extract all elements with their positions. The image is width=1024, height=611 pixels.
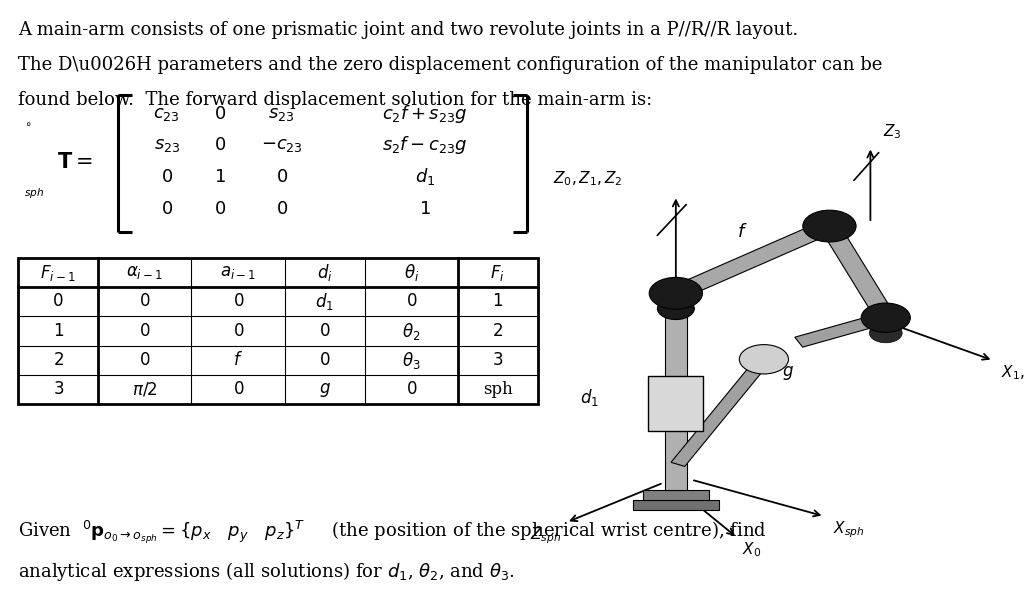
Text: $0$: $0$	[275, 200, 288, 218]
Text: $0$: $0$	[52, 293, 63, 310]
Text: $Z_{sph}$: $Z_{sph}$	[530, 525, 561, 546]
Bar	[643, 490, 709, 502]
Circle shape	[649, 277, 702, 309]
Text: $0$: $0$	[406, 293, 417, 310]
Text: $0$: $0$	[139, 352, 151, 369]
Text: $0$: $0$	[214, 200, 226, 218]
Text: $0$: $0$	[232, 293, 244, 310]
Text: $1$: $1$	[52, 323, 63, 340]
Text: $F_i$: $F_i$	[490, 263, 505, 282]
Text: $X_{sph}$: $X_{sph}$	[833, 519, 864, 540]
Text: $0$: $0$	[406, 381, 417, 398]
Text: $0$: $0$	[214, 105, 226, 123]
Text: $0$: $0$	[139, 293, 151, 310]
Text: sph: sph	[483, 381, 513, 398]
Polygon shape	[671, 357, 771, 466]
Text: $g$: $g$	[782, 364, 795, 382]
Text: $d_1$: $d_1$	[581, 387, 599, 408]
Bar	[648, 376, 703, 431]
Text: $1$: $1$	[214, 167, 226, 186]
Text: $d_1$: $d_1$	[315, 291, 334, 312]
Text: $d_1$: $d_1$	[415, 166, 435, 187]
Text: $0$: $0$	[319, 323, 331, 340]
Polygon shape	[820, 224, 895, 320]
Text: $\theta_2$: $\theta_2$	[402, 321, 421, 342]
Text: $2$: $2$	[52, 352, 63, 369]
Bar	[18, 258, 538, 404]
Text: $F_{i-1}$: $F_{i-1}$	[41, 263, 76, 282]
Text: $1$: $1$	[419, 200, 431, 218]
Text: $s_{23}$: $s_{23}$	[268, 105, 295, 123]
Text: $X_0$: $X_0$	[742, 541, 762, 560]
Text: $0$: $0$	[232, 381, 244, 398]
Text: analytical expressions (all solutions) for $d_1$, $\theta_2$, and $\theta_3$.: analytical expressions (all solutions) f…	[18, 560, 515, 583]
Circle shape	[861, 303, 910, 332]
Text: The D\u0026H parameters and the zero displacement configuration of the manipulat: The D\u0026H parameters and the zero dis…	[18, 56, 883, 74]
Text: $a_{i-1}$: $a_{i-1}$	[220, 264, 256, 281]
Text: $-c_{23}$: $-c_{23}$	[261, 136, 302, 155]
Text: $\mathbf{T} =$: $\mathbf{T} =$	[57, 152, 93, 172]
Circle shape	[869, 323, 902, 343]
Text: $X_1, X_2, X_3$: $X_1, X_2, X_3$	[1001, 364, 1024, 382]
Text: $\theta_3$: $\theta_3$	[402, 350, 421, 371]
Text: $Z_0, Z_1, Z_2$: $Z_0, Z_1, Z_2$	[553, 169, 623, 188]
Text: Given  ${}^{0}\mathbf{p}_{o_0 \rightarrow o_{sph}} = \{p_x \quad p_y \quad p_z\}: Given ${}^{0}\mathbf{p}_{o_0 \rightarrow…	[18, 519, 767, 546]
Circle shape	[657, 298, 694, 320]
Text: $\pi/2$: $\pi/2$	[132, 381, 158, 399]
Text: $g$: $g$	[318, 381, 331, 399]
Text: $\theta_i$: $\theta_i$	[403, 262, 419, 283]
Text: $Z_3$: $Z_3$	[883, 122, 901, 141]
Circle shape	[739, 345, 788, 374]
Text: $0$: $0$	[275, 167, 288, 186]
Text: $0$: $0$	[161, 200, 173, 218]
Text: $^{\circ}$: $^{\circ}$	[24, 120, 31, 137]
Text: $0$: $0$	[161, 167, 173, 186]
Text: $f$: $f$	[233, 351, 244, 370]
Text: $d_i$: $d_i$	[316, 262, 333, 283]
Polygon shape	[669, 221, 837, 299]
Text: $\alpha_{i-1}$: $\alpha_{i-1}$	[126, 264, 163, 281]
Text: $3$: $3$	[493, 352, 504, 369]
Bar	[665, 293, 687, 490]
Text: $0$: $0$	[232, 323, 244, 340]
Text: $c_2 f + s_{23} g$: $c_2 f + s_{23} g$	[382, 103, 468, 125]
Circle shape	[803, 210, 856, 242]
Text: found below.  The forward displacement solution for the main-arm is:: found below. The forward displacement so…	[18, 91, 652, 109]
Text: $f$: $f$	[737, 223, 748, 241]
Text: A main-arm consists of one prismatic joint and two revolute joints in a P//R//R : A main-arm consists of one prismatic joi…	[18, 21, 799, 39]
Text: $s_{23}$: $s_{23}$	[154, 136, 180, 155]
Text: $c_{23}$: $c_{23}$	[154, 105, 180, 123]
Polygon shape	[795, 313, 890, 347]
Text: $0$: $0$	[139, 323, 151, 340]
Bar	[633, 500, 719, 510]
Text: $0$: $0$	[214, 136, 226, 155]
Text: $_{sph}$: $_{sph}$	[24, 186, 44, 200]
Text: $2$: $2$	[493, 323, 504, 340]
Text: $0$: $0$	[319, 352, 331, 369]
Text: $s_2 f - c_{23} g$: $s_2 f - c_{23} g$	[382, 134, 468, 156]
Text: $1$: $1$	[493, 293, 504, 310]
Text: $3$: $3$	[52, 381, 63, 398]
